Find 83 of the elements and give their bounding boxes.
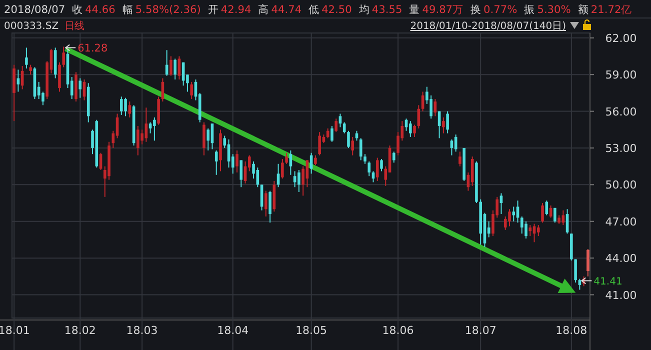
candlestick bbox=[153, 116, 156, 142]
candlestick bbox=[554, 207, 556, 224]
candlestick bbox=[500, 192, 503, 215]
candlestick bbox=[338, 113, 342, 128]
text: 41.41 bbox=[594, 276, 622, 288]
candlestick bbox=[586, 248, 590, 277]
candlestick bbox=[268, 190, 272, 224]
x-tick-label: 18.08 bbox=[556, 324, 588, 337]
candlestick bbox=[314, 154, 317, 166]
candlestick bbox=[285, 152, 288, 164]
candlestick bbox=[62, 46, 66, 68]
x-tick-label: 18.02 bbox=[64, 324, 96, 337]
annotation: 61.28 bbox=[78, 42, 108, 55]
y-tick-label: 62.00 bbox=[605, 32, 637, 45]
candlestick bbox=[574, 258, 577, 284]
y-tick-label: 47.00 bbox=[605, 215, 637, 228]
candlestick bbox=[174, 58, 176, 80]
candlestick bbox=[566, 208, 569, 234]
x-tick-label: 18.03 bbox=[126, 324, 158, 337]
y-tick-label: 56.00 bbox=[605, 105, 637, 118]
candlestick bbox=[524, 220, 528, 239]
candlestick bbox=[392, 151, 396, 164]
y-tick-label: 50.00 bbox=[605, 178, 637, 192]
candlestick bbox=[380, 158, 383, 172]
candlestick bbox=[446, 110, 449, 134]
candlestick bbox=[306, 160, 309, 188]
candlestick bbox=[58, 62, 61, 92]
candlestick bbox=[512, 206, 516, 222]
candlestick bbox=[29, 64, 32, 76]
candlestick bbox=[148, 122, 152, 134]
candlestick bbox=[442, 116, 445, 134]
candlestick bbox=[206, 128, 210, 151]
candlestick bbox=[508, 208, 511, 227]
candlestick bbox=[124, 97, 127, 117]
y-tick-label: 53.00 bbox=[605, 142, 637, 155]
y-tick-label: 44.00 bbox=[605, 252, 637, 266]
chart-title: 2018/08/07 收 44.66 幅 5.58%(2.36) 开 42.94 高 44.74 低 42.50 均 43.55 量 49.87万 换 0.77% 振 5.30% 额 21.72亿 bbox=[4, 4, 632, 16]
candlestick bbox=[430, 94, 432, 120]
candlestick bbox=[351, 136, 354, 156]
candlestick bbox=[170, 56, 172, 76]
chart-subtitle: 000333.SZ 日线 bbox=[4, 20, 85, 32]
y-tick-label: 41.00 bbox=[605, 288, 637, 302]
candlestick bbox=[264, 190, 268, 217]
candlestick bbox=[359, 138, 362, 161]
text: 2018/01/10-2018/08/07(140日) bbox=[410, 21, 566, 32]
candlestick bbox=[458, 151, 462, 167]
x-tick-label: 18.06 bbox=[382, 324, 414, 337]
candlestick bbox=[298, 169, 300, 193]
candlestick bbox=[78, 78, 82, 98]
candlestick bbox=[281, 158, 284, 180]
candlestick bbox=[99, 152, 102, 170]
candlestick bbox=[520, 216, 524, 234]
candlestick bbox=[368, 160, 371, 177]
candlestick bbox=[376, 157, 379, 182]
candlestick bbox=[541, 202, 544, 224]
x-tick-label: 18.07 bbox=[464, 324, 496, 337]
candlestick bbox=[190, 81, 193, 100]
candlestick bbox=[25, 47, 28, 69]
candlestick bbox=[536, 224, 540, 237]
candlestick bbox=[413, 124, 416, 138]
candlestick bbox=[528, 224, 532, 237]
y-tick-label: 59.00 bbox=[605, 68, 637, 82]
x-tick-label: 18.05 bbox=[296, 324, 328, 337]
candlestick bbox=[504, 216, 507, 230]
candlestick bbox=[342, 122, 346, 134]
candlestick bbox=[240, 160, 243, 188]
candlestick bbox=[334, 118, 338, 133]
candlestick bbox=[236, 150, 238, 173]
candlestick bbox=[347, 130, 350, 148]
candlestick bbox=[120, 96, 123, 116]
candlestick bbox=[178, 56, 181, 80]
candlestick bbox=[450, 138, 454, 156]
candlestick bbox=[409, 120, 412, 138]
x-tick-label: 18.04 bbox=[217, 324, 249, 337]
candlestick bbox=[214, 150, 218, 176]
candlestick bbox=[364, 154, 366, 164]
candlestick bbox=[289, 150, 292, 176]
candlestick bbox=[318, 132, 321, 156]
candlestick bbox=[202, 122, 206, 156]
candlestick bbox=[136, 125, 140, 156]
candlestick bbox=[578, 278, 582, 290]
candlestick bbox=[42, 91, 44, 106]
candlestick bbox=[330, 125, 334, 142]
